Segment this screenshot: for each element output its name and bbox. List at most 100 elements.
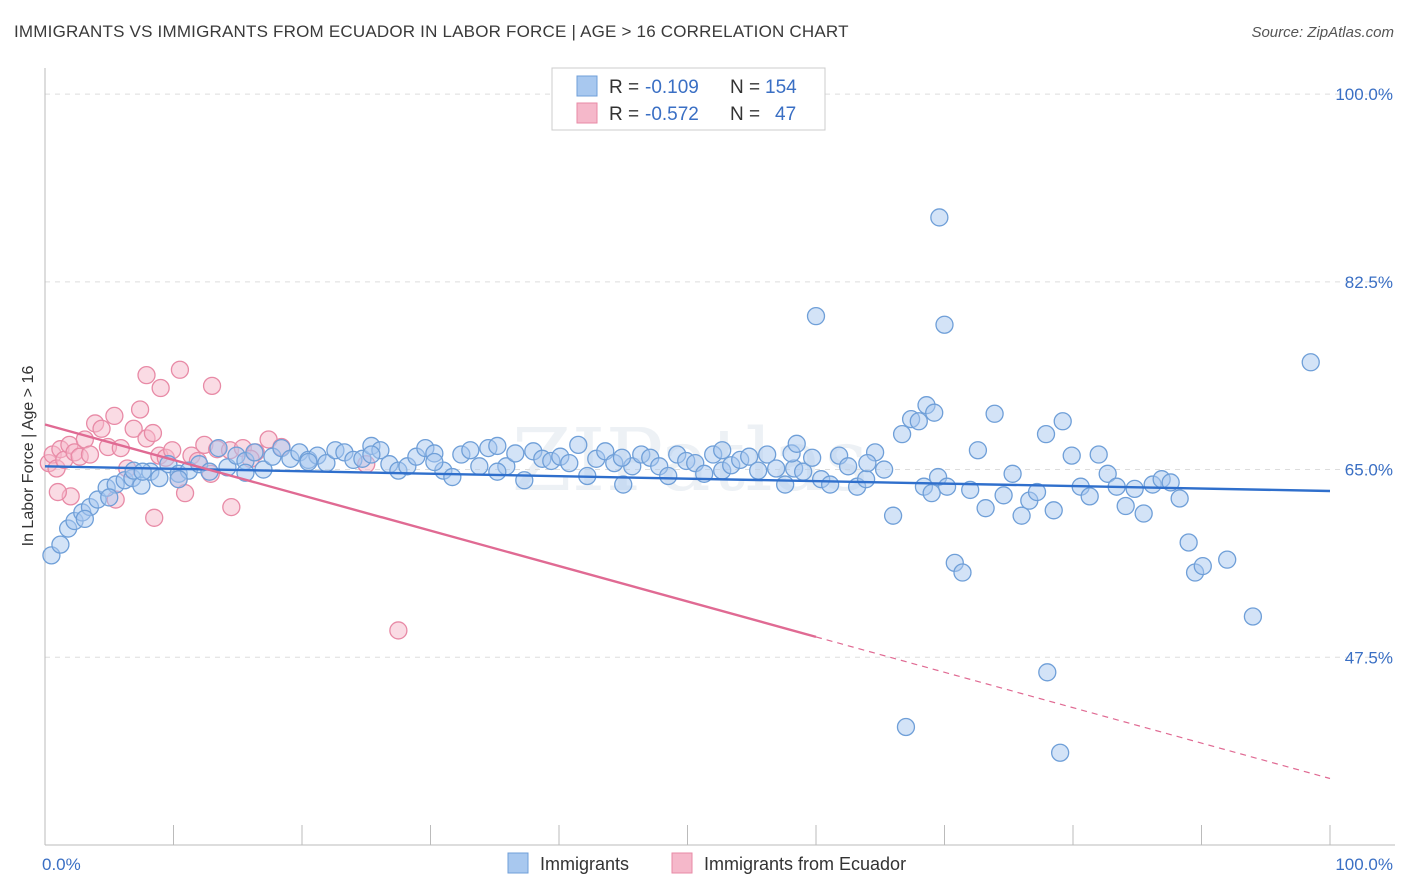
point-immigrants [1193,556,1212,576]
point-immigrants [1243,607,1263,626]
point-immigrants [858,453,877,473]
point-ecuador [389,621,408,640]
series-immigrants-points [42,208,1320,762]
trend-line-ecuador [44,423,817,639]
bottom-legend: Immigrants Immigrants from Ecuador [507,852,906,874]
point-immigrants [953,563,972,582]
point-ecuador [143,423,163,443]
point-immigrants [1012,506,1031,525]
point-immigrants [1098,464,1117,483]
point-immigrants [838,457,858,476]
point-ecuador [170,360,190,379]
y-tick-label: 47.5% [1345,648,1393,667]
point-immigrants [740,447,759,466]
point-immigrants [776,475,795,494]
point-immigrants [985,404,1004,423]
point-ecuador [137,365,156,385]
y-tick-label: 100.0% [1335,85,1393,104]
point-ecuador [105,406,124,426]
point-immigrants [51,535,70,554]
point-immigrants [659,466,678,486]
bottom-legend-ecuador: Immigrants from Ecuador [704,854,906,874]
point-immigrants [133,462,152,481]
legend-swatch-immigrants [576,75,598,97]
point-immigrants [1027,482,1047,502]
legend-r-value-immigrants: -0.109 [645,77,699,98]
point-ecuador [130,400,150,419]
point-immigrants [612,448,632,467]
point-ecuador [48,482,67,502]
point-ecuador [92,419,111,438]
point-immigrants [713,441,732,460]
point-immigrants [961,480,980,500]
point-ecuador [80,445,100,464]
point-immigrants [806,306,826,326]
point-immigrants [614,475,633,494]
legend-n-value-immigrants: 154 [765,77,797,98]
y-tick-labels: 47.5% 65.0% 82.5% 100.0% [1335,85,1393,667]
bottom-legend-immigrants: Immigrants [540,854,629,874]
point-immigrants [488,462,507,481]
point-immigrants [935,315,954,334]
point-immigrants [100,488,119,507]
legend-swatch-ecuador [576,102,598,124]
y-axis-title: In Labor Force | Age > 16 [20,366,37,547]
point-immigrants [749,461,768,480]
legend-n-label: N = [730,104,760,125]
point-immigrants [922,483,941,503]
point-immigrants [892,424,912,444]
bottom-legend-swatch-immigrants [507,852,529,874]
point-immigrants [1036,424,1056,444]
point-immigrants [245,443,264,462]
point-immigrants [1053,412,1072,431]
trend-lines [44,423,1331,780]
point-immigrants [569,435,588,455]
point-immigrants [1116,496,1135,516]
point-immigrants [425,452,444,472]
point-immigrants [802,448,822,467]
point-ecuador [222,497,241,517]
point-immigrants [767,459,786,478]
point-immigrants [299,452,318,472]
point-ecuador [124,419,143,438]
x-tick-label-max: 100.0% [1335,855,1393,874]
point-immigrants [1170,489,1189,508]
point-immigrants [1089,445,1108,464]
y-tick-label: 82.5% [1345,273,1393,292]
legend-r-label: R = [609,77,639,98]
point-immigrants [925,403,944,422]
point-immigrants [976,499,995,518]
point-immigrants [236,463,255,482]
chart-title: IMMIGRANTS VS IMMIGRANTS FROM ECUADOR IN… [14,22,849,41]
point-immigrants [1038,663,1057,682]
point-immigrants [787,434,806,453]
point-immigrants [1051,743,1070,762]
point-immigrants [1003,464,1022,483]
point-immigrants [443,467,462,487]
point-immigrants [1062,446,1081,465]
y-tick-label: 65.0% [1345,461,1393,480]
trend-line-ecuador-dashed [815,636,1331,780]
point-immigrants [994,486,1013,505]
legend-n-value-ecuador: 47 [775,104,796,125]
point-immigrants [1125,479,1144,499]
point-immigrants [1218,550,1237,569]
legend-r-label: R = [609,104,639,125]
point-immigrants [461,441,480,460]
point-immigrants [488,436,507,456]
point-immigrants [1134,504,1153,523]
point-immigrants [874,460,894,479]
point-immigrants [937,477,957,496]
trend-line-immigrants [44,465,1331,493]
point-immigrants [1080,487,1099,506]
point-immigrants [209,438,228,458]
point-immigrants [820,475,840,494]
x-axis-ticks [173,825,1331,845]
point-immigrants [883,506,903,525]
top-legend: R = -0.109 N = 154 R = -0.572 N = 47 [551,67,826,131]
legend-r-value-ecuador: -0.572 [645,104,699,125]
point-immigrants [362,445,381,464]
point-immigrants [856,470,876,489]
source-credit: Source: ZipAtlas.com [1251,24,1394,41]
point-immigrants [930,208,949,227]
